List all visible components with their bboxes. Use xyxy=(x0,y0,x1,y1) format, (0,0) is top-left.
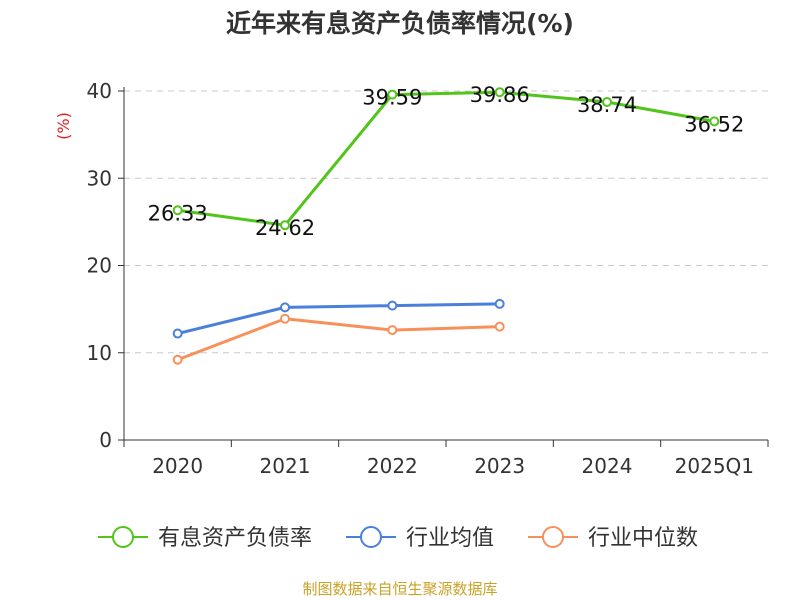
source-note: 制图数据来自恒生聚源数据库 xyxy=(302,580,498,598)
data-point xyxy=(172,205,183,216)
data-point xyxy=(387,325,398,336)
data-point xyxy=(172,354,183,365)
legend-label: 行业中位数 xyxy=(588,526,698,551)
x-tick-label: 2023 xyxy=(474,454,525,478)
x-tick-label: 2024 xyxy=(582,454,633,478)
y-tick-label: 0 xyxy=(99,428,112,452)
legend-marker xyxy=(112,526,134,548)
series-line xyxy=(177,90,715,227)
data-point xyxy=(494,87,505,98)
data-point xyxy=(172,328,183,339)
data-label: 26.33 xyxy=(148,201,208,225)
legend-marker xyxy=(542,526,564,548)
data-point xyxy=(709,116,720,127)
data-point xyxy=(494,298,505,309)
data-label: 36.52 xyxy=(684,112,744,136)
x-tick-label: 2025Q1 xyxy=(675,454,754,478)
legend-label: 有息资产负债率 xyxy=(158,526,312,551)
data-point xyxy=(494,321,505,332)
y-tick-label: 20 xyxy=(87,254,112,278)
data-point xyxy=(280,302,290,313)
y-tick-label: 30 xyxy=(87,166,112,190)
y-axis-label: (%) xyxy=(54,112,73,140)
x-tick-label: 2022 xyxy=(367,454,418,478)
data-point xyxy=(602,96,612,107)
data-point xyxy=(280,220,290,231)
x-tick-label: 2021 xyxy=(260,454,311,478)
series-line xyxy=(177,302,500,336)
data-label: 24.62 xyxy=(255,216,315,240)
data-point xyxy=(280,313,290,324)
chart-title: 近年来有息资产负债率情况(%) xyxy=(226,9,574,38)
data-point xyxy=(387,89,398,100)
data-label: 38.74 xyxy=(577,93,637,117)
legend-marker xyxy=(360,526,382,548)
data-label: 39.86 xyxy=(470,83,530,107)
x-tick-label: 2020 xyxy=(152,454,203,478)
series-line xyxy=(177,317,500,362)
data-label: 39.59 xyxy=(362,86,422,110)
y-tick-label: 10 xyxy=(87,341,112,365)
data-point xyxy=(387,300,398,311)
legend-label: 行业均值 xyxy=(406,526,494,551)
y-tick-label: 40 xyxy=(87,79,112,103)
